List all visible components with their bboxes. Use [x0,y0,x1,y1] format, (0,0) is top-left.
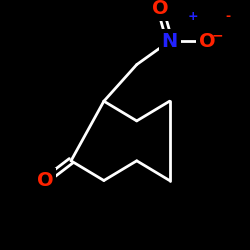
Text: O: O [199,32,216,50]
Text: -: - [226,10,231,23]
Text: O: O [37,171,54,190]
Text: O: O [152,0,168,18]
Text: +: + [188,10,199,23]
Text: −: − [212,28,223,42]
Text: N: N [162,32,178,50]
